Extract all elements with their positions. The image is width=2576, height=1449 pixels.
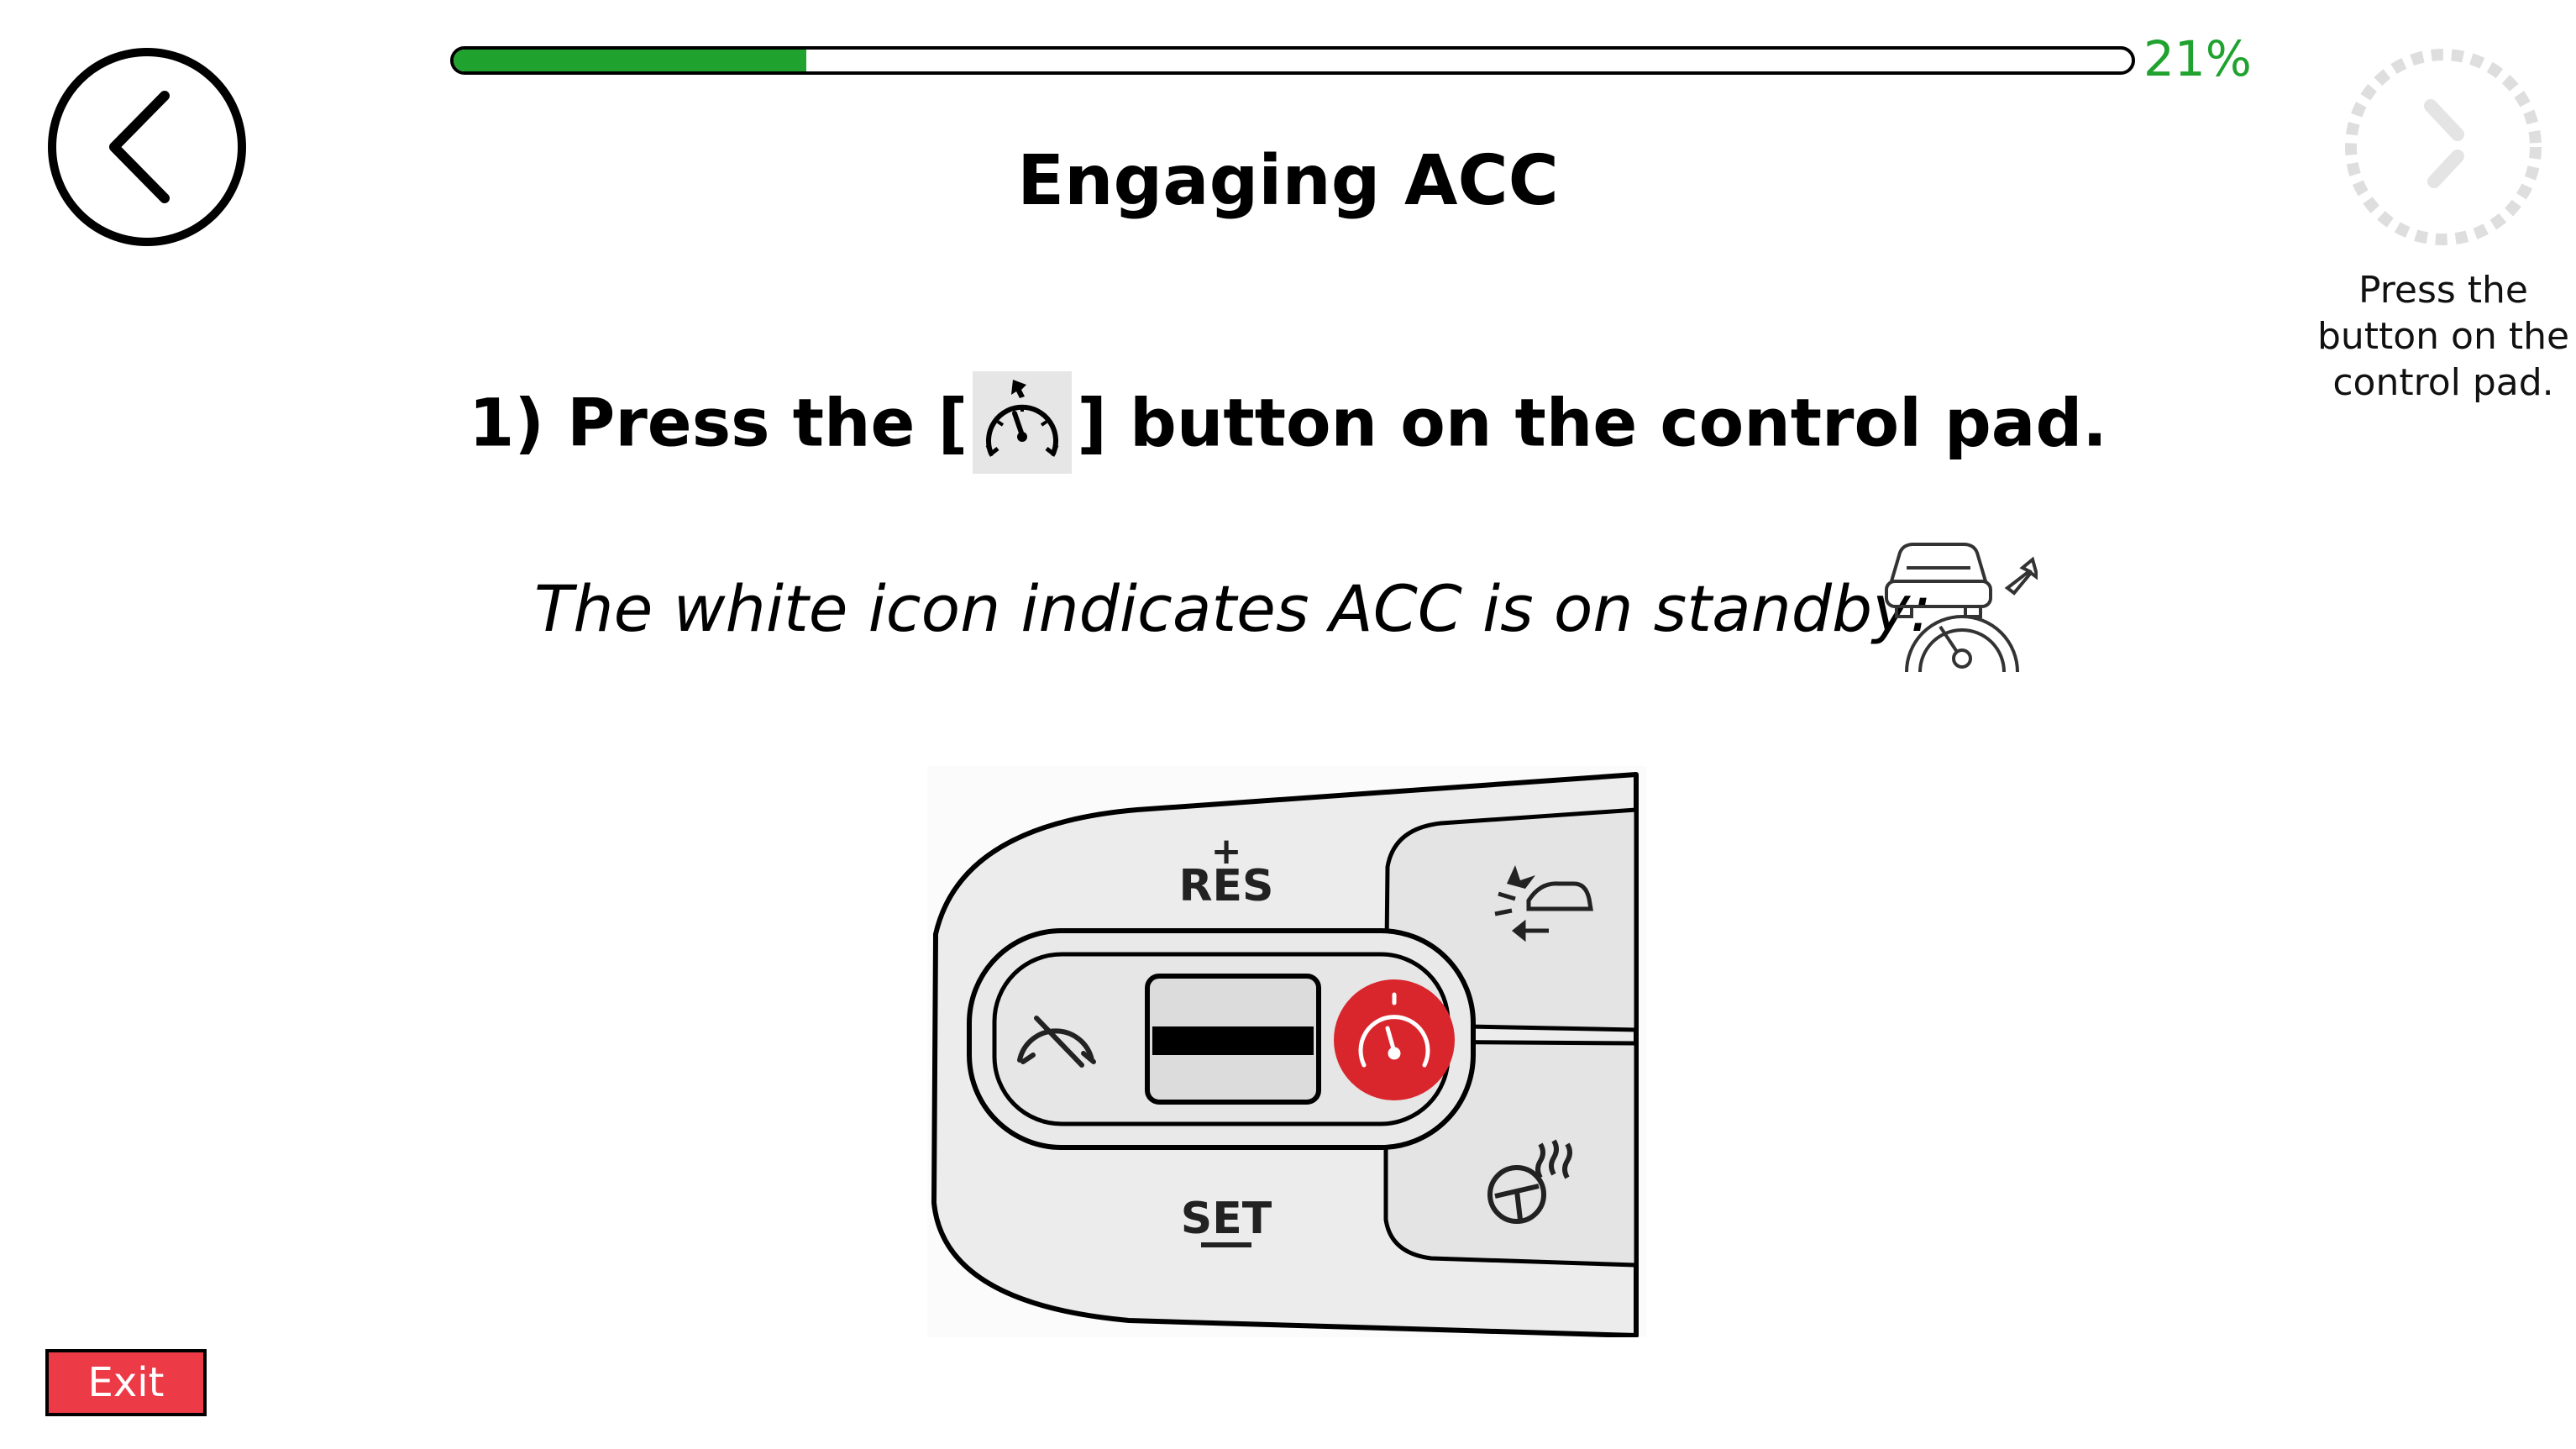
- chevron-left-icon: [48, 48, 246, 246]
- progress-bar: [450, 46, 2135, 75]
- step-instruction: 1) Press the [ ] button on the control p…: [0, 371, 2576, 479]
- acc-button-inline: [973, 371, 1073, 474]
- page-title: Engaging ACC: [1017, 141, 1559, 221]
- acc-button-red: [1334, 979, 1455, 1100]
- progress-fill: [454, 50, 806, 71]
- step-suffix: ] button on the control pad.: [1077, 386, 2107, 462]
- countdown-timer-icon: [2340, 44, 2547, 250]
- svg-text:+: +: [1211, 830, 1242, 873]
- res-label: RES: [1178, 861, 1273, 911]
- control-pad-image: RES + SET: [927, 766, 1646, 1338]
- exit-button[interactable]: Exit: [45, 1349, 207, 1416]
- set-label: SET: [1181, 1194, 1272, 1244]
- back-button[interactable]: [47, 47, 247, 247]
- side-hint-text: Press the button on the control pad.: [2316, 269, 2570, 404]
- acc-speedometer-icon: [985, 380, 1059, 457]
- standby-description: The white icon indicates ACC is on stand…: [534, 571, 1932, 646]
- acc-standby-icon: [1881, 534, 2041, 675]
- progress-percent: 21%: [2143, 30, 2252, 87]
- step-prefix: 1) Press the [: [469, 386, 968, 462]
